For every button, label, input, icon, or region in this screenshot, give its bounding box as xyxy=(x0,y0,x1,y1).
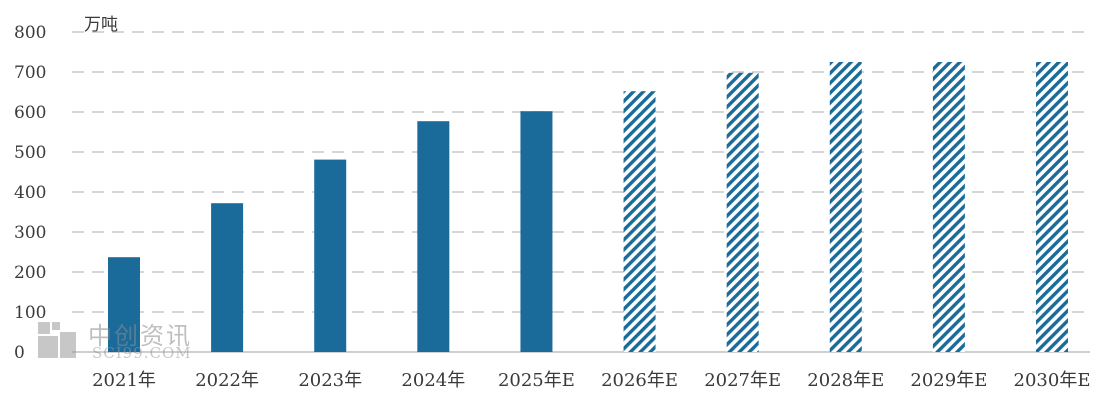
y-tick-label: 300 xyxy=(14,223,46,243)
x-tick-label: 2026年E xyxy=(601,370,678,391)
y-tick-label: 400 xyxy=(14,183,46,203)
y-tick-label: 200 xyxy=(14,263,46,283)
x-axis-ticks: 2021年 2022年 2023年 2024年 2025年E 2026年E 2027年E 20… xyxy=(92,370,1090,391)
bars xyxy=(108,62,1068,353)
bar-forecast xyxy=(726,72,759,353)
y-tick-label: 600 xyxy=(14,103,46,123)
y-tick-label: 800 xyxy=(14,23,46,43)
bar-forecast xyxy=(932,62,965,352)
y-axis-ticks: 0 100 200 300 400 500 600 700 800 xyxy=(14,23,46,363)
x-tick-label: 2029年E xyxy=(910,370,987,391)
bar xyxy=(211,203,244,352)
x-tick-label: 2030年E xyxy=(1014,370,1091,391)
bar xyxy=(314,159,347,352)
bar xyxy=(520,111,553,352)
y-axis-unit-label: 万吨 xyxy=(84,15,118,35)
x-tick-label: 2028年E xyxy=(807,370,884,391)
bar xyxy=(417,121,450,352)
x-tick-label: 2021年 xyxy=(92,370,156,391)
bar-forecast xyxy=(1036,62,1068,352)
y-tick-label: 500 xyxy=(14,143,46,163)
bar-forecast xyxy=(829,62,862,352)
bar-forecast xyxy=(623,91,656,352)
y-tick-label: 100 xyxy=(14,303,46,323)
y-tick-label: 0 xyxy=(14,343,25,363)
x-tick-label: 2024年 xyxy=(401,370,465,391)
x-tick-label: 2022年 xyxy=(195,370,259,391)
y-tick-label: 700 xyxy=(14,63,46,83)
bar xyxy=(108,257,140,352)
x-tick-label: 2025年E xyxy=(498,370,575,391)
x-tick-label: 2027年E xyxy=(704,370,781,391)
x-tick-label: 2023年 xyxy=(298,370,362,391)
